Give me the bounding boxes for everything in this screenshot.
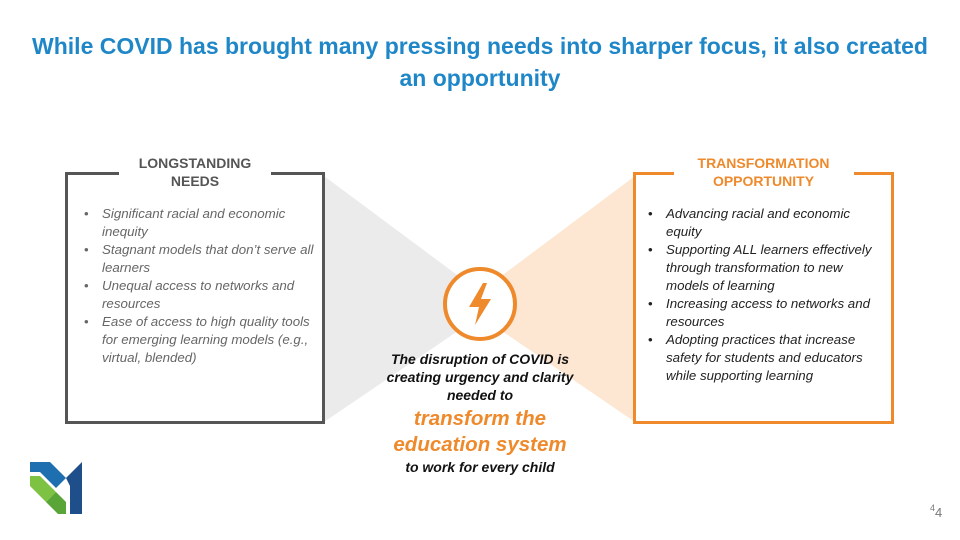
transformation-opportunity-list: Advancing racial and economic equity Sup… bbox=[646, 205, 886, 385]
lightning-bolt-icon bbox=[443, 267, 517, 341]
center-message: The disruption of COVID is creating urge… bbox=[365, 350, 595, 476]
page-number-superscript: 4 bbox=[930, 503, 936, 513]
center-message-line1: The disruption of COVID is creating urge… bbox=[386, 351, 574, 403]
transformation-opportunity-label: TRANSFORMATION OPPORTUNITY bbox=[673, 154, 854, 190]
list-item: Stagnant models that don’t serve all lea… bbox=[82, 241, 314, 277]
list-item: Adopting practices that increase safety … bbox=[646, 331, 886, 385]
transformation-opportunity-box: TRANSFORMATION OPPORTUNITY Advancing rac… bbox=[633, 154, 894, 424]
list-item: Supporting ALL learners effectively thro… bbox=[646, 241, 886, 295]
list-item: Increasing access to networks and resour… bbox=[646, 295, 886, 331]
right-funnel-shape bbox=[480, 176, 635, 422]
page-title: While COVID has brought many pressing ne… bbox=[32, 33, 928, 91]
organization-logo bbox=[30, 462, 82, 514]
list-item: Advancing racial and economic equity bbox=[646, 205, 886, 241]
left-funnel-shape bbox=[324, 176, 480, 422]
center-message-highlight: transform the education system bbox=[393, 407, 567, 456]
list-item: Unequal access to networks and resources bbox=[82, 277, 314, 313]
page-number: 44 bbox=[930, 503, 943, 520]
longstanding-needs-box: LONGSTANDING NEEDS Significant racial an… bbox=[65, 154, 325, 424]
longstanding-needs-list: Significant racial and economic inequity… bbox=[82, 205, 314, 367]
center-message-line3: to work for every child bbox=[405, 459, 555, 475]
longstanding-needs-label: LONGSTANDING NEEDS bbox=[119, 154, 271, 190]
page-number-value: 4 bbox=[935, 505, 943, 520]
list-item: Ease of access to high quality tools for… bbox=[82, 313, 314, 367]
list-item: Significant racial and economic inequity bbox=[82, 205, 314, 241]
